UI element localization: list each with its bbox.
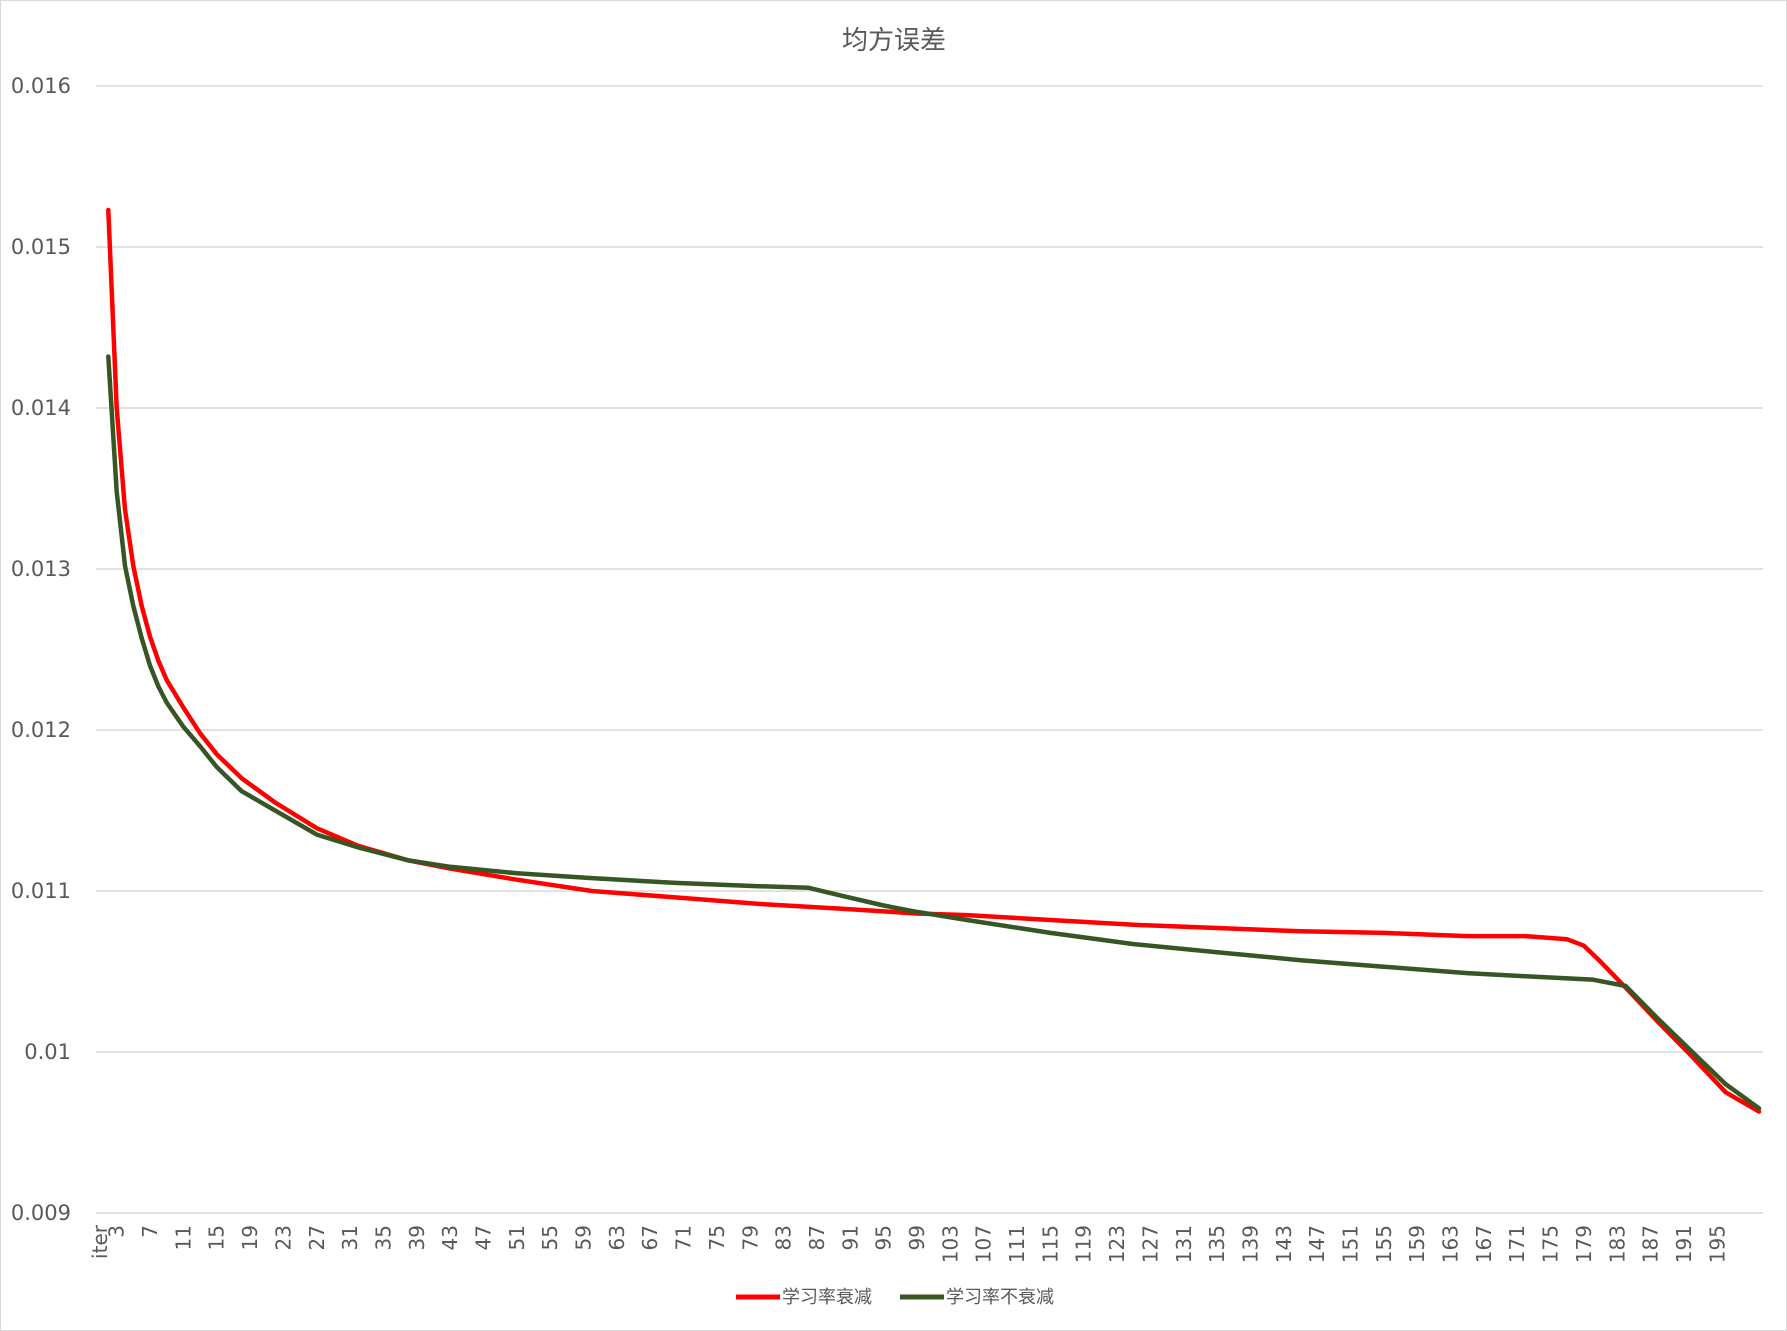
x-tick-label: 71 [672,1225,696,1250]
x-tick-label: 55 [538,1225,562,1250]
x-tick-label: 183 [1605,1225,1629,1263]
x-tick-label: 87 [805,1225,829,1250]
x-tick-label: 99 [905,1225,929,1250]
x-tick-label: 143 [1272,1225,1296,1263]
x-tick-label: 7 [138,1225,162,1238]
legend-item-1[interactable]: 学习率衰减 [736,1287,872,1308]
x-tick-label: 63 [605,1225,629,1250]
x-tick-label: 67 [638,1225,662,1250]
x-tick-label: 163 [1439,1225,1463,1263]
x-tick-label: 43 [438,1225,462,1250]
x-tick-label: 111 [1005,1225,1029,1263]
x-tick-label: 91 [838,1225,862,1250]
x-tick-label: 47 [471,1225,495,1250]
x-tick-label: 75 [705,1225,729,1250]
x-tick-label: 151 [1339,1225,1363,1263]
legend-item-2[interactable]: 学习率不衰减 [900,1287,1054,1308]
y-tick-label: 0.016 [11,74,71,98]
y-tick-label: 0.015 [11,235,71,259]
x-tick-label: 119 [1072,1225,1096,1263]
x-tick-label: 107 [972,1225,996,1263]
y-tick-label: 0.013 [11,557,71,581]
legend-label: 学习率不衰减 [946,1287,1054,1308]
x-tick-label: 51 [505,1225,529,1250]
x-tick-label: 103 [938,1225,962,1263]
x-tick-label: 3 [105,1225,129,1238]
series-line-2 [106,354,1762,1111]
x-tick-label: 191 [1672,1225,1696,1263]
x-tick-label: 195 [1705,1225,1729,1263]
x-tick-label: 23 [271,1225,295,1250]
x-tick-label: 139 [1238,1225,1262,1263]
x-tick-label: 35 [371,1225,395,1250]
x-tick-label: 19 [238,1225,262,1250]
x-tick-label: 171 [1505,1225,1529,1263]
y-tick-label: 0.014 [11,396,71,420]
x-tick-label: 127 [1138,1225,1162,1263]
x-tick-label: 187 [1639,1225,1663,1263]
chart-title: 均方误差 [842,26,946,56]
x-tick-label: 179 [1572,1225,1596,1263]
x-tick-label: 159 [1405,1225,1429,1263]
legend-label: 学习率衰减 [782,1287,872,1308]
series-line-1 [106,207,1762,1114]
y-tick-label: 0.009 [11,1201,71,1225]
x-tick-label: iter [88,1224,112,1259]
series-lines [106,207,1762,1114]
x-tick-label: 135 [1205,1225,1229,1263]
y-tick-label: 0.01 [24,1040,71,1064]
x-tick-label: 83 [772,1225,796,1250]
x-tick-label: 59 [572,1225,596,1250]
x-tick-label: 79 [738,1225,762,1250]
x-tick-label: 31 [338,1225,362,1250]
x-tick-label: 123 [1105,1225,1129,1263]
x-tick-label: 27 [305,1225,329,1250]
y-tick-label: 0.011 [11,879,71,903]
y-tick-label: 0.012 [11,718,71,742]
x-tick-label: 167 [1472,1225,1496,1263]
x-tick-label: 155 [1372,1225,1396,1263]
x-tick-label: 39 [405,1225,429,1250]
x-tick-label: 11 [171,1225,195,1250]
x-tick-label: 115 [1038,1225,1062,1263]
gridlines [96,85,1763,1214]
x-tick-label: 131 [1172,1225,1196,1263]
legend[interactable]: 学习率衰减 学习率不衰减 [736,1287,1054,1308]
x-tick-label: 15 [205,1225,229,1250]
x-tick-label: 147 [1305,1225,1329,1263]
y-axis-ticks: 0.009 0.01 0.011 0.012 0.013 0.014 0.015 0.016 [11,74,71,1225]
x-tick-label: 95 [872,1225,896,1250]
x-tick-label: 175 [1539,1225,1563,1263]
